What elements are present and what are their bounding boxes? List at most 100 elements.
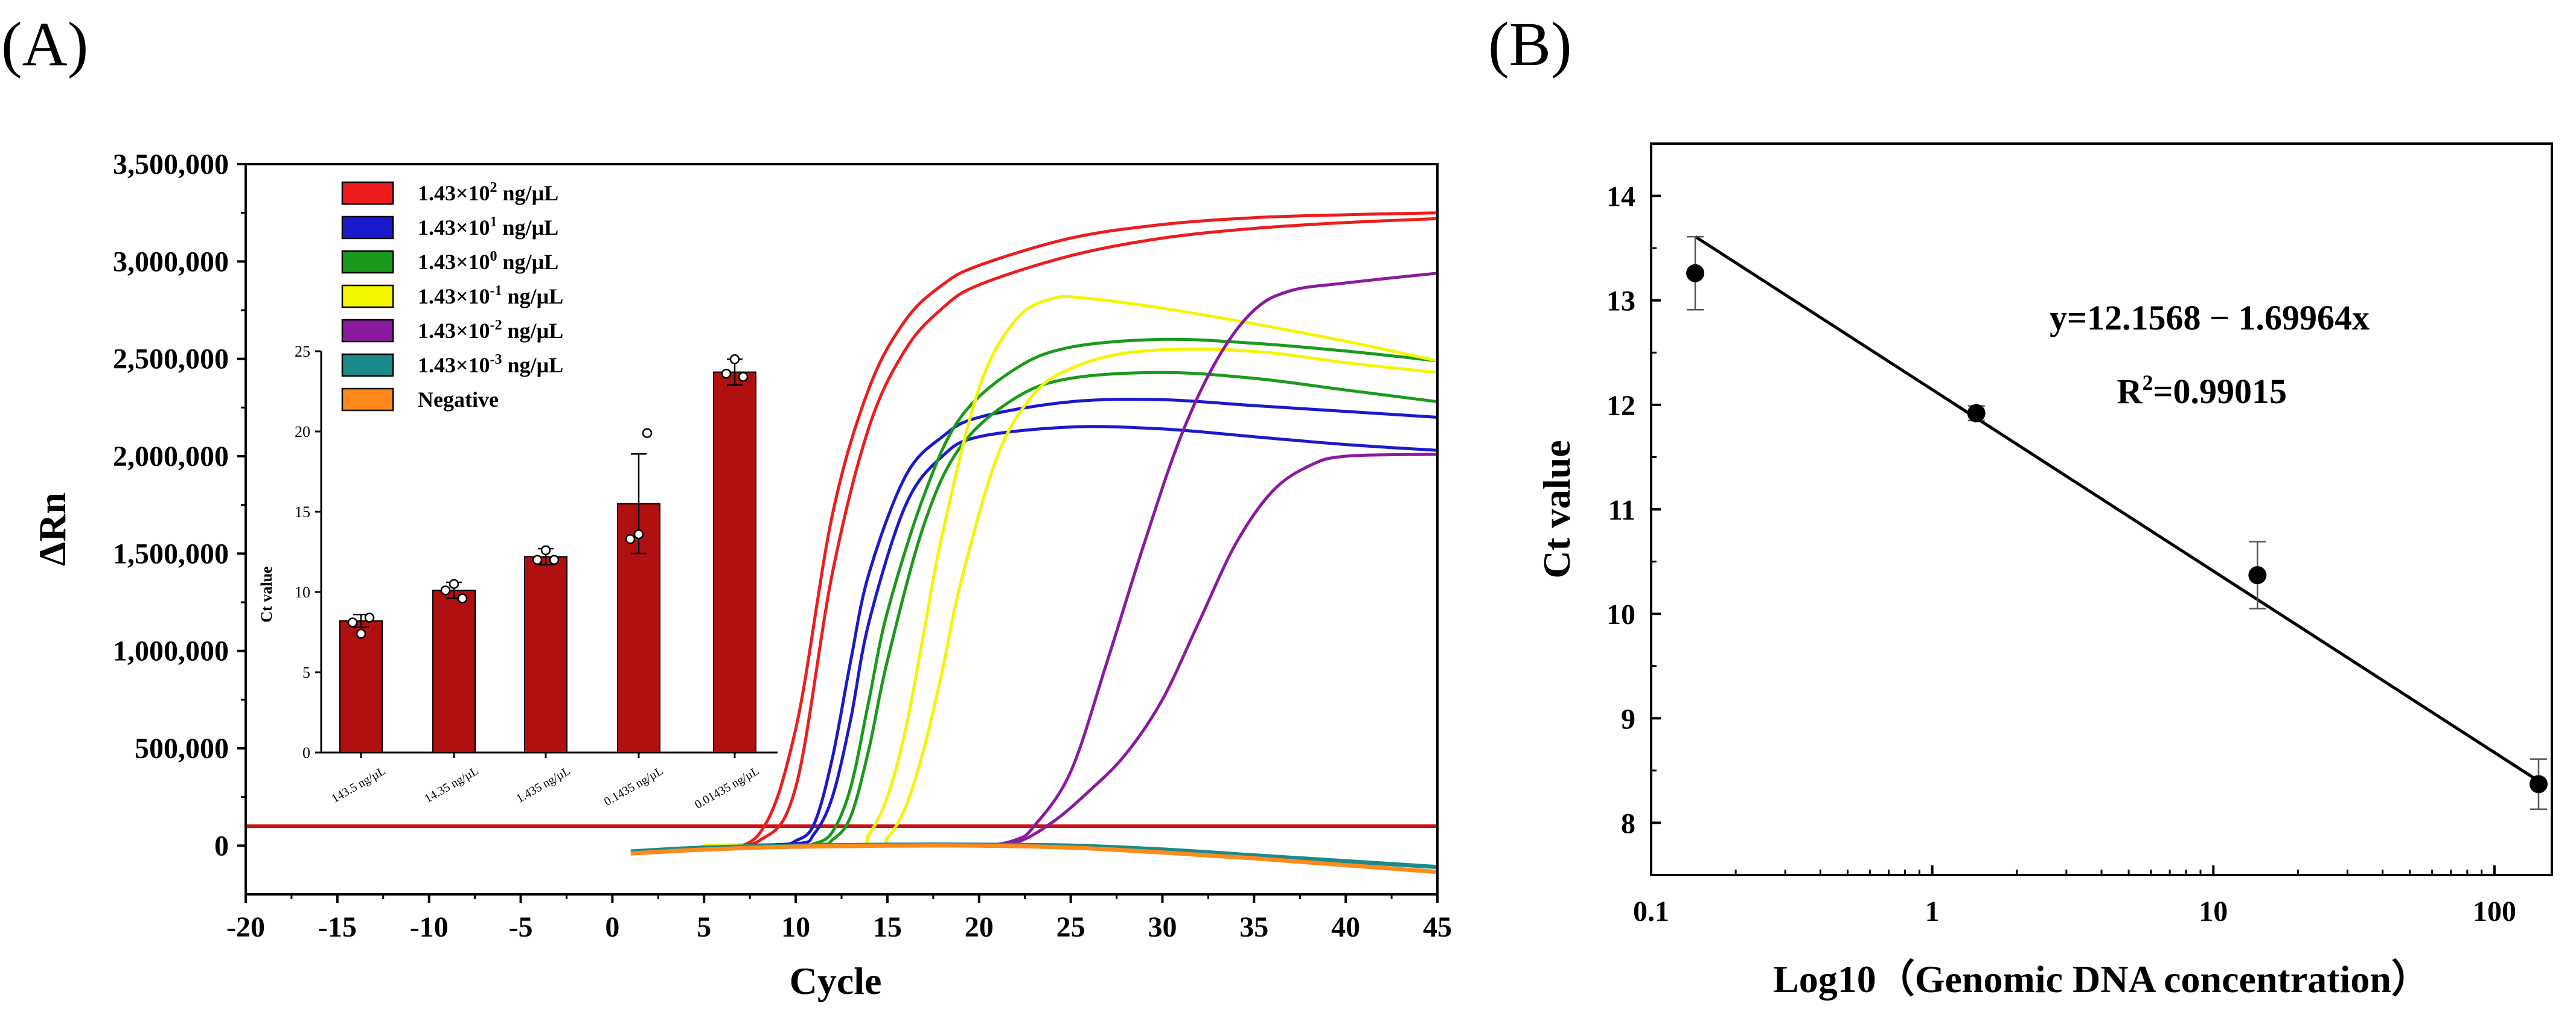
x-tick-label-b: 100 — [2473, 896, 2516, 928]
inset-bar — [432, 590, 476, 754]
amplification-curve-12 — [630, 843, 1438, 874]
y-axis-b: 8 9 10 11 12 13 14 — [1606, 181, 1661, 839]
fit-line-layer — [1694, 235, 2540, 783]
data-point-b — [2529, 775, 2548, 794]
inset-bar-chart: 0 5 10 15 20 25 143.5 ng/µL 14.35 ng/µL 1.435 ng… — [295, 343, 778, 812]
inset-replicate-point — [364, 613, 375, 623]
inset-replicate-point — [356, 628, 366, 639]
inset-replicate-point — [540, 545, 551, 556]
legend-label-unit: ng/µL — [497, 250, 559, 274]
y-tick-label-a: 3,500,000 — [113, 148, 229, 180]
x-tick-label-a: 30 — [1148, 911, 1177, 943]
legend-label-base: 1.43×10 — [418, 181, 490, 205]
legend-label: Negative — [418, 387, 499, 412]
inset-replicate-point — [721, 368, 732, 379]
legend-label: 1.43×100 ng/µL — [418, 249, 558, 274]
inset-bar — [339, 620, 383, 753]
x-tick-label-a: 40 — [1331, 911, 1360, 943]
inset-y-tick-label: 15 — [295, 503, 310, 521]
y-tick-label-b: 12 — [1606, 390, 1635, 422]
inset-replicate-point — [532, 555, 543, 565]
inset-replicate-point — [738, 372, 749, 382]
y-tick-label-b: 8 — [1621, 807, 1635, 839]
x-tick-label-a: 15 — [873, 911, 902, 943]
legend-label: 1.43×10-1 ng/µL — [418, 283, 563, 308]
legend-label-base: 1.43×10 — [418, 319, 490, 343]
inset-category-label: 143.5 ng/µL — [330, 764, 388, 806]
inset-category-label: 0.1435 ng/µL — [602, 764, 666, 809]
x-tick-label-a: -5 — [509, 911, 533, 943]
panel-a-label: (A) — [1, 10, 88, 79]
inset-replicate-point — [440, 585, 451, 596]
legend-label-unit: ng/µL — [502, 284, 564, 308]
inset-y-tick-label: 0 — [302, 744, 310, 762]
legend-label: 1.43×10-3 ng/µL — [418, 352, 563, 377]
legend-label-base: 1.43×10 — [418, 250, 490, 274]
y-tick-label-b: 11 — [1608, 494, 1635, 526]
legend-label-base: 1.43×10 — [418, 284, 490, 308]
legend-label-exponent: -2 — [490, 317, 502, 333]
inset-category-label: 14.35 ng/µL — [423, 764, 481, 806]
legend-swatch — [341, 353, 394, 377]
inset-y-tick-label: 10 — [295, 584, 310, 601]
y-tick-label-b: 10 — [1606, 599, 1635, 631]
x-tick-label-a: -20 — [226, 911, 265, 943]
inset-y-axis-title: Ct value — [258, 566, 275, 622]
x-tick-label-a: -15 — [318, 911, 357, 943]
data-points-b — [1686, 235, 2548, 810]
regression-line — [1694, 235, 2540, 783]
legend-a: 1.43×102 ng/µL1.43×101 ng/µL1.43×100 ng/… — [341, 180, 563, 412]
inset-replicate-point — [449, 579, 459, 589]
x-tick-label-a: 10 — [781, 911, 810, 943]
x-axis-b: 0.1 1 10 100 — [1633, 865, 2516, 928]
x-tick-label-a: 5 — [697, 911, 711, 943]
legend-label-base: 1.43×10 — [418, 215, 490, 240]
legend-swatch — [341, 319, 394, 343]
amplification-curve-10 — [667, 453, 1438, 851]
inset-replicate-point — [457, 593, 468, 603]
r-squared-text: R2=0.99015 — [2117, 371, 2287, 411]
x-tick-label-a: 45 — [1423, 911, 1452, 943]
x-tick-label-a: -10 — [410, 911, 449, 943]
inset-category-label: 0.01435 ng/µL — [692, 764, 761, 812]
data-point-b — [1967, 404, 1986, 422]
x-tick-label-a: 20 — [965, 911, 994, 943]
y-tick-label-a: 1,000,000 — [113, 635, 229, 667]
plot-frame-b — [1650, 142, 2553, 876]
y-tick-label-a: 2,000,000 — [113, 441, 229, 473]
panel-b: 0.1 1 10 100 8 9 10 11 12 13 14 Log10（Genomic DNA… — [1535, 142, 2553, 1001]
legend-swatch — [341, 284, 394, 308]
inset-replicate-point — [729, 354, 740, 364]
amplification-curve-5 — [704, 337, 1438, 848]
y-tick-label-b: 9 — [1621, 703, 1635, 735]
y-tick-label-a: 3,000,000 — [113, 246, 229, 278]
x-axis-a: -20 -15 -10 -5 0 5 10 15 20 25 30 35 40 45 — [226, 894, 1452, 943]
x-tick-label-a: 25 — [1056, 911, 1085, 943]
x-tick-label-b: 1 — [1925, 896, 1940, 928]
amplification-curve-8 — [704, 348, 1438, 848]
y-tick-label-b: 14 — [1606, 181, 1635, 213]
regression-equation: y=12.1568 − 1.69964x — [2050, 298, 2370, 337]
inset-bar — [713, 371, 756, 753]
legend-label: 1.43×10-2 ng/µL — [418, 317, 563, 343]
legend-label-base: 1.43×10 — [418, 353, 490, 377]
inset-replicate-point — [642, 428, 653, 438]
legend-label: 1.43×101 ng/µL — [418, 214, 558, 240]
data-point-b — [2248, 566, 2267, 585]
legend-label-unit: ng/µL — [502, 353, 564, 377]
legend-swatch — [341, 250, 394, 274]
legend-label-exponent: -3 — [490, 352, 502, 368]
x-axis-title-a: Cycle — [790, 960, 882, 1002]
y-axis-title-a: ΔRn — [31, 492, 74, 566]
data-point-b — [1686, 264, 1705, 282]
inset-bar — [524, 556, 567, 753]
legend-swatch — [341, 215, 394, 240]
legend-swatch — [341, 181, 394, 205]
amplification-curve-3 — [704, 398, 1438, 847]
amplification-curve-6 — [704, 371, 1438, 847]
y-axis-a: 0 500,000 1,000,000 1,500,000 2,000,000 2,500… — [113, 148, 246, 862]
inset-replicate-point — [347, 617, 358, 628]
amplification-curve-4 — [704, 425, 1438, 847]
legend-label-unit: ng/µL — [497, 181, 559, 205]
legend-label-exponent: 1 — [490, 214, 497, 230]
